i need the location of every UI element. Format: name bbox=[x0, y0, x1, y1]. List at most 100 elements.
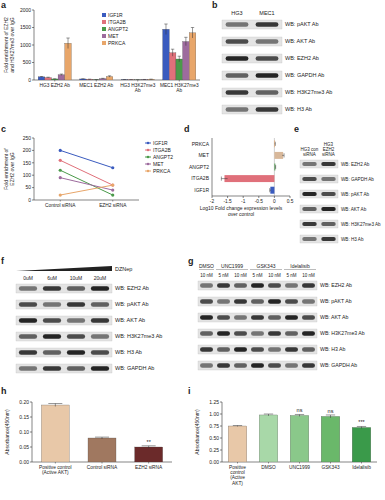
text-line: (Active bbox=[230, 475, 245, 480]
row-label: WB: H3K27me3 Ab bbox=[285, 89, 332, 95]
x-tick-label: Positive control(Active AKT) bbox=[39, 465, 72, 475]
legend-marker bbox=[147, 149, 150, 152]
y-tick-label: 0.50 bbox=[209, 435, 219, 441]
marker bbox=[59, 159, 62, 162]
lane-label: 10 nM bbox=[268, 273, 281, 278]
panel-letter: i bbox=[188, 386, 191, 396]
band bbox=[19, 350, 37, 355]
error-bar bbox=[60, 74, 63, 75]
error-bar bbox=[171, 49, 174, 56]
y-tick-label: 200 bbox=[23, 147, 32, 153]
band bbox=[91, 286, 109, 291]
legend-swatch bbox=[145, 171, 151, 172]
y-tick bbox=[220, 450, 222, 451]
y-axis bbox=[222, 402, 223, 462]
error-bar bbox=[274, 142, 276, 146]
row-label: WB: H3 Ab bbox=[341, 237, 364, 242]
blot-strip bbox=[16, 348, 112, 357]
legend-swatch bbox=[102, 34, 106, 38]
lane-label: 10 nM bbox=[234, 273, 247, 278]
lane-label: HG3 consiRNA bbox=[301, 147, 319, 157]
x-tick-label: -1 bbox=[241, 199, 246, 204]
band bbox=[256, 90, 279, 95]
bar bbox=[274, 152, 283, 159]
band bbox=[217, 331, 230, 336]
error-bar bbox=[123, 79, 126, 80]
band bbox=[67, 302, 85, 307]
band bbox=[200, 315, 213, 320]
y-axis-title: Absorbance(450nm) bbox=[4, 409, 10, 455]
panel-letter: e bbox=[294, 124, 299, 134]
row-label: WB: pAKT Ab bbox=[341, 192, 369, 197]
row-label: WB: GAPDH Ab bbox=[320, 362, 357, 368]
y-tick-label: 0 bbox=[28, 197, 31, 203]
y-tick-label: PRKCA bbox=[192, 141, 210, 147]
band bbox=[67, 350, 85, 355]
error-bar bbox=[88, 79, 91, 80]
x-tick bbox=[330, 462, 331, 464]
panel-letter: f bbox=[1, 256, 5, 266]
band bbox=[302, 222, 316, 226]
band bbox=[91, 318, 109, 323]
y-tick bbox=[32, 62, 34, 63]
text-line: Ab bbox=[135, 88, 141, 93]
x-tick-label: Idelalisib bbox=[352, 465, 371, 470]
x-tick bbox=[268, 462, 269, 464]
x-tick bbox=[148, 462, 149, 464]
lane-label: 0uM bbox=[23, 275, 33, 281]
bar bbox=[259, 415, 278, 462]
band bbox=[302, 283, 315, 288]
y-tick-label: 0.10 bbox=[19, 429, 29, 435]
error-bar bbox=[270, 188, 271, 192]
legend-label: IGF1R bbox=[153, 140, 168, 146]
significance: ** bbox=[147, 439, 152, 445]
lane-group-label: GSK343 bbox=[257, 263, 276, 269]
band bbox=[321, 222, 335, 226]
error-bar bbox=[143, 79, 146, 80]
y-tick-label: 150 bbox=[23, 160, 32, 166]
blot-strip bbox=[300, 160, 338, 168]
y-tick bbox=[32, 175, 34, 176]
text-line: HG3 H3K27me3 bbox=[120, 83, 156, 88]
error-bar bbox=[357, 426, 366, 428]
bar bbox=[290, 415, 309, 462]
x-tick bbox=[54, 80, 55, 82]
bar bbox=[228, 426, 247, 462]
blot-strip bbox=[16, 300, 112, 309]
lane-label: 5 nM bbox=[252, 273, 262, 278]
row-label: WB: H3K27me3 Ab bbox=[320, 330, 365, 336]
x-tick bbox=[102, 462, 103, 464]
text-line: Positive control bbox=[39, 465, 72, 470]
error-bar bbox=[264, 414, 273, 416]
bar bbox=[134, 79, 141, 80]
band bbox=[226, 107, 249, 112]
blot-strip bbox=[222, 54, 282, 63]
legend-label: PRKCA bbox=[108, 40, 126, 46]
band bbox=[91, 350, 109, 355]
band bbox=[200, 331, 213, 336]
band bbox=[268, 315, 281, 320]
blot-strip bbox=[198, 345, 317, 354]
y-tick-label: IGF1R bbox=[194, 187, 209, 193]
y-tick-label: 1.25 bbox=[209, 399, 219, 405]
x-tick-label: Control siRNA bbox=[45, 203, 76, 208]
gradient-wedge bbox=[16, 266, 112, 271]
blot-strip bbox=[198, 329, 317, 338]
legend-label: ITGA2B bbox=[108, 19, 126, 25]
x-tick-label: DMSO bbox=[261, 465, 276, 470]
x-tick-label: MEC1 H3K27me3Ab bbox=[160, 83, 199, 93]
band bbox=[234, 283, 247, 288]
bar bbox=[58, 75, 65, 80]
y-tick-label: 0.20 bbox=[19, 399, 29, 405]
legend-swatch bbox=[145, 157, 151, 158]
marker bbox=[59, 176, 62, 179]
plot-marks bbox=[59, 149, 115, 197]
row-label: WB: H3 Ab bbox=[285, 106, 312, 112]
lane-label: 10 nM bbox=[302, 273, 315, 278]
error-bar bbox=[53, 78, 56, 79]
error-bar bbox=[81, 78, 84, 79]
lane-label: 6uM bbox=[47, 275, 57, 281]
x-tick-label: Control siRNA bbox=[87, 465, 118, 470]
band bbox=[226, 39, 249, 44]
band bbox=[226, 22, 249, 27]
